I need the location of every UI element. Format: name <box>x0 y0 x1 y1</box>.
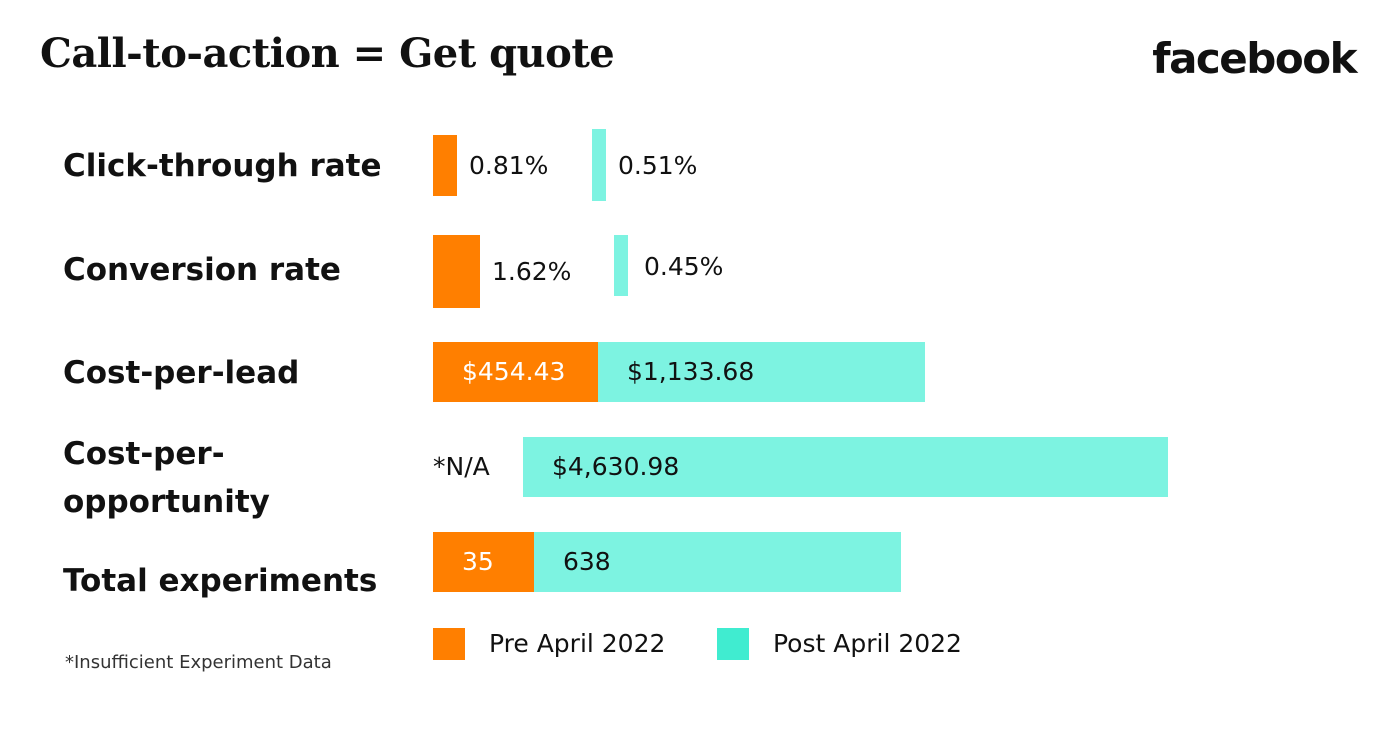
row-label-total-experiments: Total experiments <box>63 563 378 599</box>
bar-cpl-pre <box>433 342 598 402</box>
row-label-conversion-rate: Conversion rate <box>63 252 341 288</box>
value-conversion-pre: 1.62% <box>492 257 572 286</box>
legend-label-post: Post April 2022 <box>773 629 962 658</box>
bar-cpl-post <box>598 342 925 402</box>
value-conversion-post: 0.45% <box>644 252 724 281</box>
legend-label-pre: Pre April 2022 <box>489 629 666 658</box>
value-experiments-post: 638 <box>563 547 611 576</box>
bar-cpo-post <box>523 437 1168 497</box>
legend-swatch-pre <box>433 628 465 660</box>
bar-experiments-post <box>534 532 901 592</box>
facebook-logo: facebook <box>1152 34 1357 83</box>
legend-swatch-post <box>717 628 749 660</box>
value-cpo-pre-na: *N/A <box>433 452 490 481</box>
value-cpl-pre: $454.43 <box>462 357 566 386</box>
row-label-cost-per-opportunity: Cost-per- opportunity <box>63 430 270 526</box>
bar-conversion-pre <box>433 235 480 308</box>
row-label-click-through-rate: Click-through rate <box>63 148 382 184</box>
row-label-cost-per-opportunity-line1: Cost-per- <box>63 436 225 472</box>
footnote: *Insufficient Experiment Data <box>65 652 332 673</box>
value-cpo-post: $4,630.98 <box>552 452 680 481</box>
value-ctr-pre: 0.81% <box>469 151 549 180</box>
value-ctr-post: 0.51% <box>618 151 698 180</box>
bar-ctr-post <box>592 129 606 201</box>
row-label-cost-per-lead: Cost-per-lead <box>63 355 300 391</box>
bar-conversion-post <box>614 235 628 296</box>
value-experiments-pre: 35 <box>462 547 494 576</box>
value-cpl-post: $1,133.68 <box>627 357 755 386</box>
bar-experiments-pre <box>433 532 534 592</box>
row-label-cost-per-opportunity-line2: opportunity <box>63 484 270 520</box>
bar-ctr-pre <box>433 135 457 196</box>
chart-title: Call-to-action = Get quote <box>40 30 615 77</box>
